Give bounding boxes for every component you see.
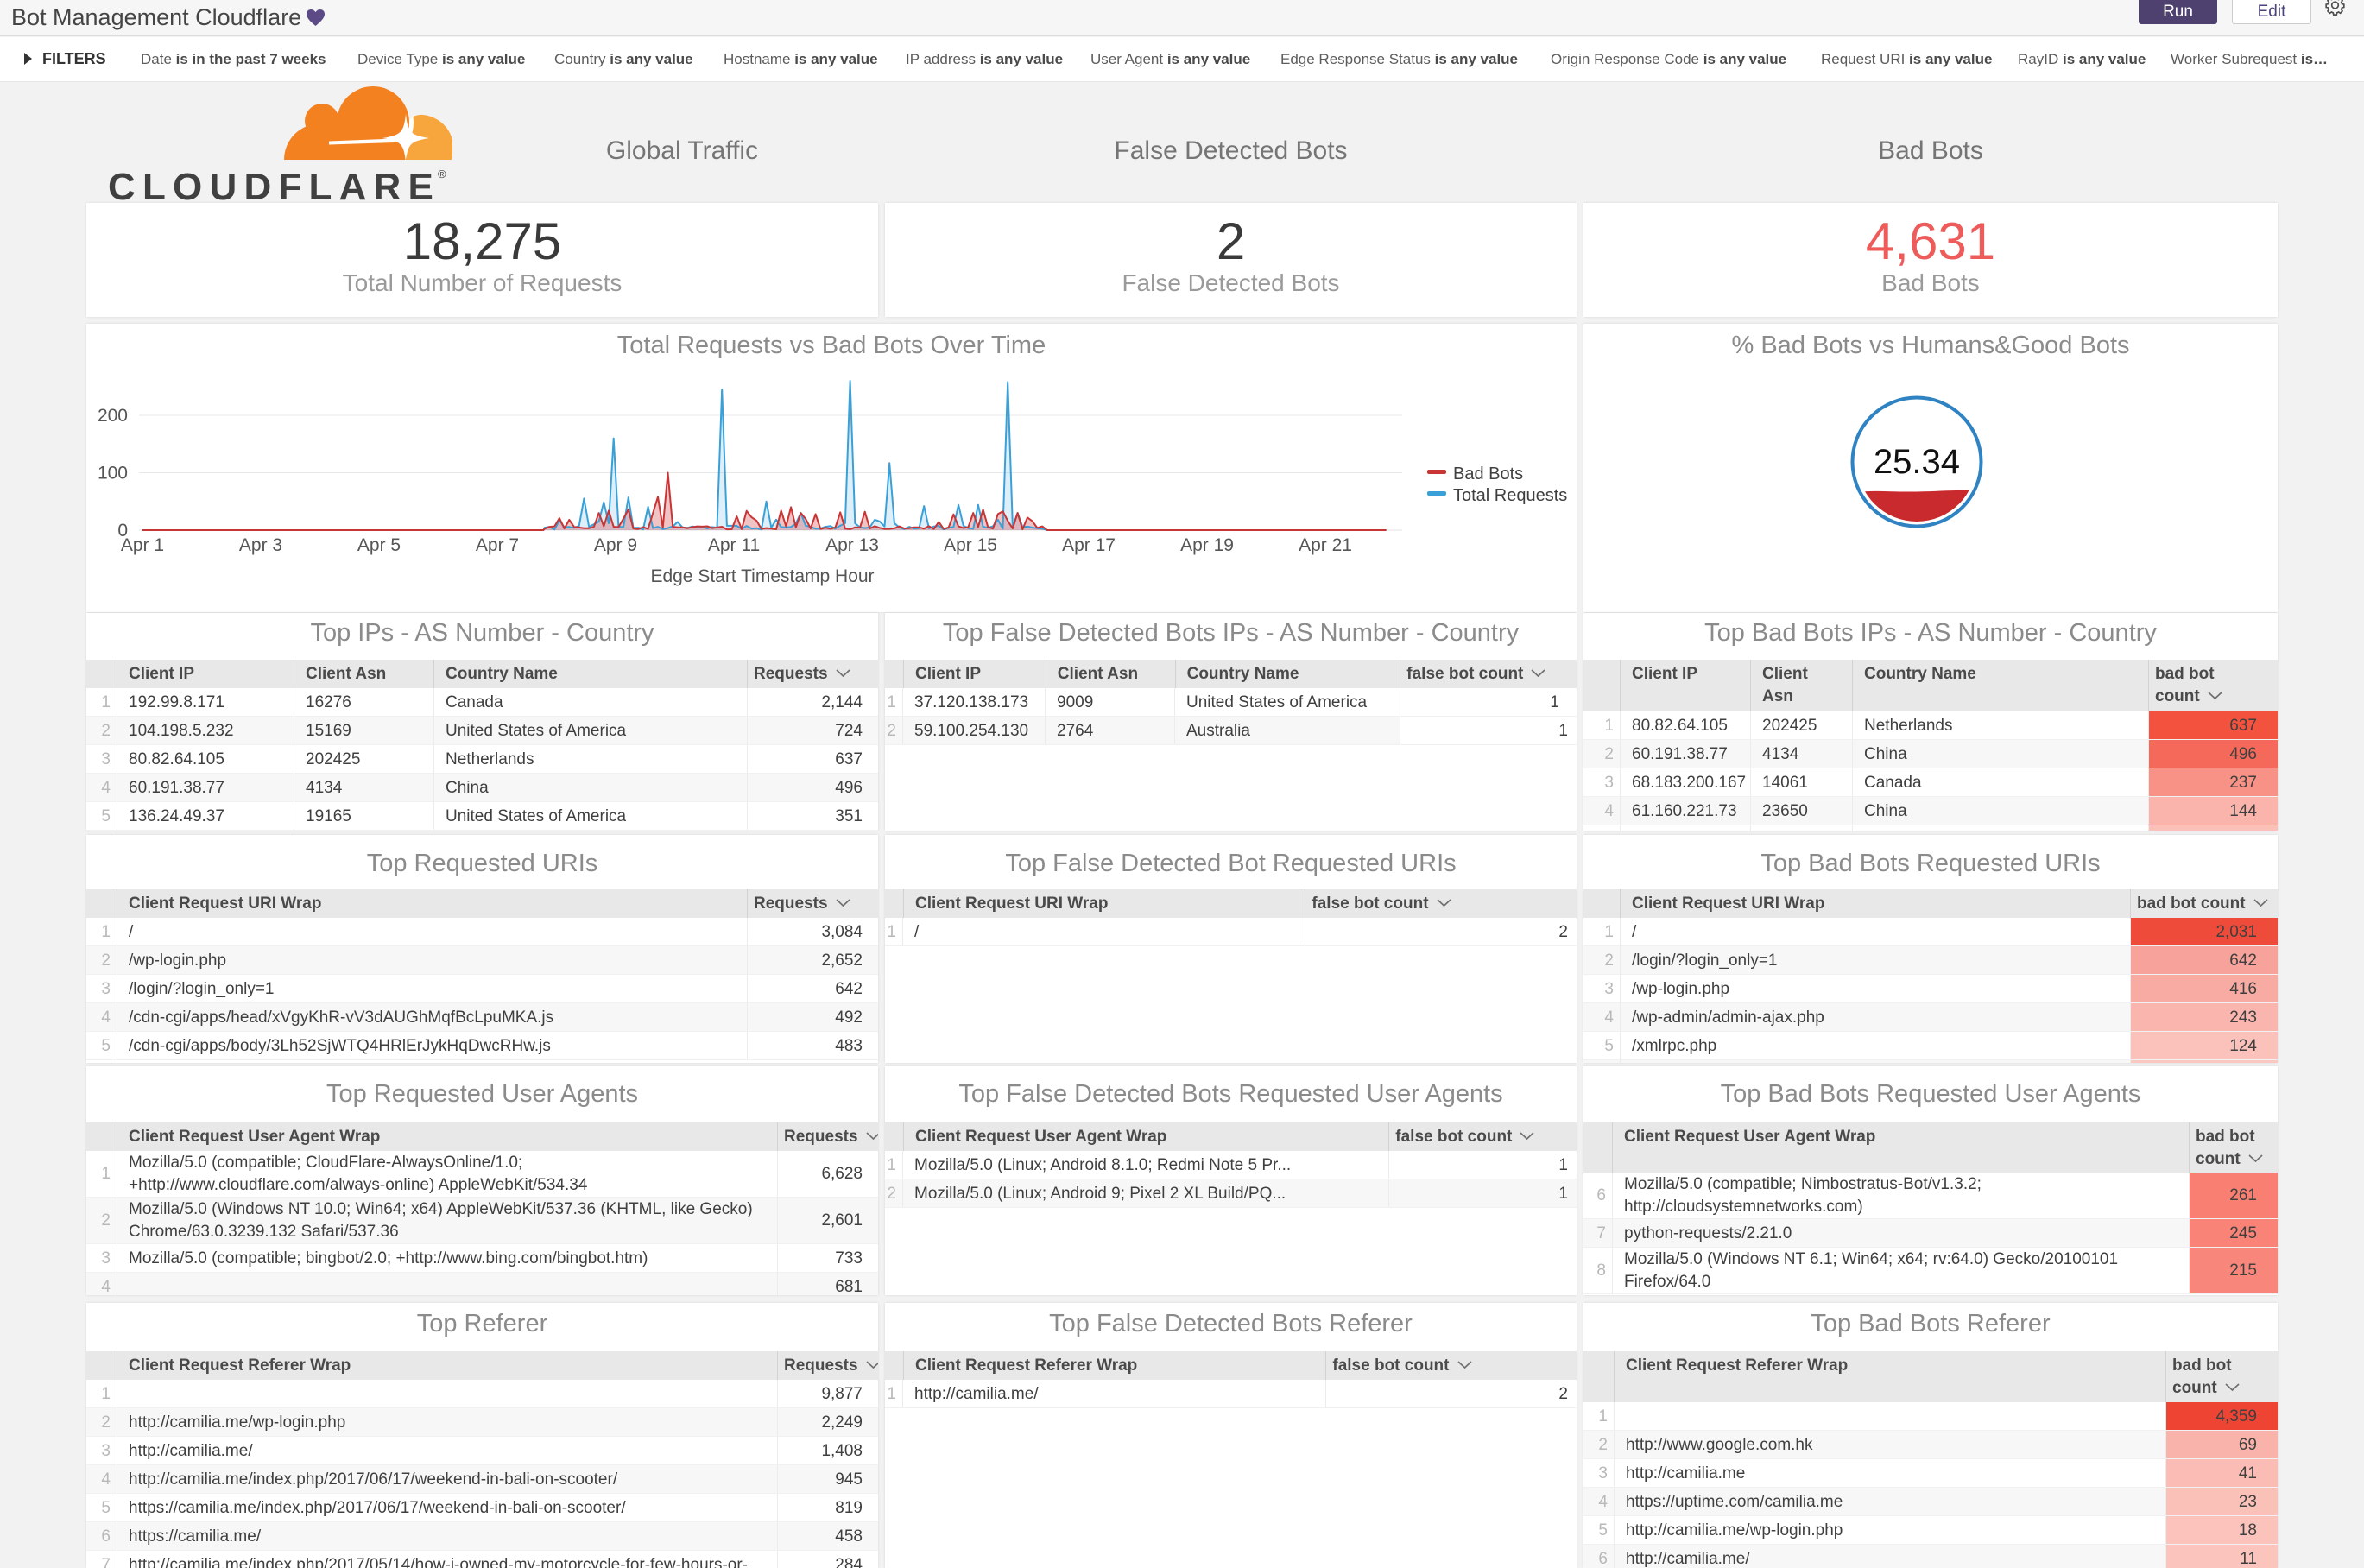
svg-text:Apr 17: Apr 17 [1062,535,1116,555]
svg-text:Apr 11: Apr 11 [708,535,760,555]
svg-text:Apr 9: Apr 9 [594,535,637,555]
svg-text:Apr 3: Apr 3 [239,535,282,555]
svg-text:Apr 19: Apr 19 [1180,535,1234,555]
svg-text:Apr 21: Apr 21 [1299,535,1352,555]
svg-text:Bad Bots: Bad Bots [1453,465,1523,484]
svg-text:®: ® [438,168,446,180]
svg-text:Apr 13: Apr 13 [825,535,879,555]
svg-text:Apr 5: Apr 5 [357,535,401,555]
svg-text:Edge Start Timestamp Hour: Edge Start Timestamp Hour [650,566,874,586]
svg-text:25.34: 25.34 [1874,443,1960,481]
svg-text:CLOUDFLARE: CLOUDFLARE [108,166,440,200]
svg-text:Total Requests: Total Requests [1453,486,1567,505]
svg-text:0: 0 [117,521,128,541]
svg-text:Apr 7: Apr 7 [476,535,519,555]
svg-text:Apr 15: Apr 15 [944,535,997,555]
svg-text:200: 200 [98,406,128,426]
svg-text:Apr 1: Apr 1 [121,535,164,555]
svg-text:100: 100 [98,464,128,484]
